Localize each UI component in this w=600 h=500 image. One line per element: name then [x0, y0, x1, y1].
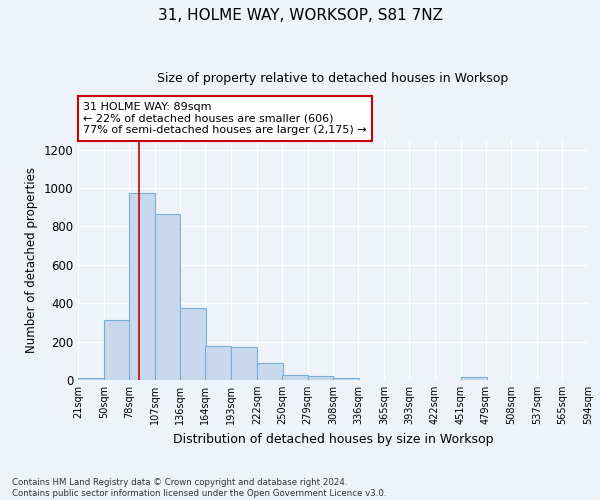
Bar — [181, 308, 206, 380]
Text: Contains HM Land Registry data © Crown copyright and database right 2024.
Contai: Contains HM Land Registry data © Crown c… — [12, 478, 386, 498]
Text: 31, HOLME WAY, WORKSOP, S81 7NZ: 31, HOLME WAY, WORKSOP, S81 7NZ — [157, 8, 443, 22]
X-axis label: Distribution of detached houses by size in Worksop: Distribution of detached houses by size … — [173, 432, 493, 446]
Bar — [308, 376, 334, 380]
Title: Size of property relative to detached houses in Worksop: Size of property relative to detached ho… — [157, 72, 509, 85]
Bar — [231, 348, 257, 380]
Bar — [257, 362, 283, 380]
Bar — [334, 378, 359, 380]
Bar — [78, 378, 104, 380]
Bar — [129, 193, 155, 380]
Bar — [461, 377, 487, 380]
Bar — [155, 214, 181, 380]
Y-axis label: Number of detached properties: Number of detached properties — [25, 167, 38, 353]
Bar — [205, 346, 231, 380]
Text: 31 HOLME WAY: 89sqm
← 22% of detached houses are smaller (606)
77% of semi-detac: 31 HOLME WAY: 89sqm ← 22% of detached ho… — [83, 102, 367, 135]
Bar — [104, 320, 130, 380]
Bar — [282, 375, 308, 380]
